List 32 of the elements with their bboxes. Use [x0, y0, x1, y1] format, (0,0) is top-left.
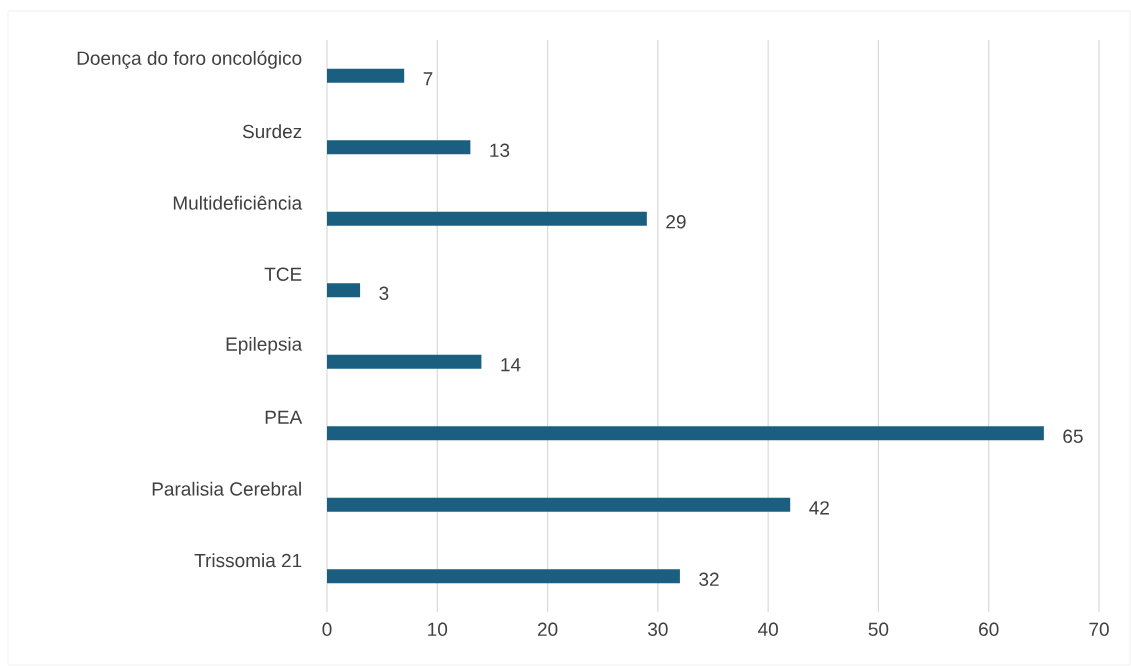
data-label: 7 [423, 72, 433, 86]
bar [327, 354, 482, 369]
bar [327, 211, 647, 226]
data-label: 65 [1063, 429, 1083, 443]
x-tick-label: 10 [428, 622, 448, 636]
data-label: 3 [379, 286, 389, 300]
y-tick-label: Epilepsia [226, 336, 303, 355]
x-tick-label: 60 [979, 622, 999, 636]
y-tick-label: TCE [264, 267, 302, 281]
data-label: 13 [490, 143, 510, 157]
x-tick-label: 30 [648, 622, 668, 636]
bar [327, 497, 791, 512]
y-tick-label: Trissomia 21 [194, 553, 302, 568]
bar [327, 283, 361, 298]
bar [327, 68, 405, 83]
x-tick-label: 40 [758, 622, 778, 636]
bar [327, 140, 471, 155]
y-tick-label: Doença do foro oncológico [77, 50, 302, 69]
data-label: 42 [809, 501, 829, 515]
data-label: 29 [666, 215, 686, 229]
y-tick-label: PEA [265, 410, 303, 424]
x-tick-label: 70 [1089, 622, 1109, 636]
bar [327, 569, 680, 584]
data-label: 32 [699, 572, 719, 586]
y-tick-label: Multideficiência [173, 195, 303, 210]
bar [327, 426, 1044, 441]
x-tick-label: 20 [537, 622, 558, 636]
x-tick-label: 0 [322, 622, 332, 636]
y-tick-label: Surdez [242, 124, 302, 139]
x-tick-label: 50 [868, 622, 889, 636]
data-label: 14 [501, 358, 521, 372]
y-tick-label: Paralisia Cerebral [152, 481, 301, 496]
